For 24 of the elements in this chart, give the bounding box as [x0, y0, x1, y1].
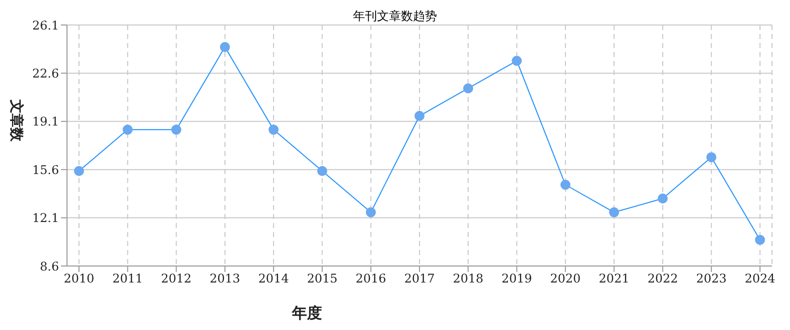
- x-tick-label: 2021: [598, 272, 630, 286]
- x-tick-label: 2019: [502, 272, 532, 286]
- y-tick-label: 19.1: [32, 114, 59, 129]
- x-tick-label: 2010: [64, 272, 94, 286]
- x-tick-label: 2017: [404, 272, 435, 286]
- x-tick-label: 2013: [210, 272, 240, 286]
- x-axis-title: 年度: [291, 304, 322, 322]
- x-tick-label: 2011: [112, 272, 143, 286]
- y-tick-label: 26.1: [32, 18, 59, 32]
- y-tick-label: 12.1: [32, 211, 59, 226]
- x-tick-label: 2012: [161, 272, 192, 286]
- x-tick-label: 2024: [744, 272, 776, 286]
- x-tick-label: 2022: [647, 272, 678, 286]
- x-tick-label: 2018: [452, 272, 484, 286]
- x-tick-label: 2023: [696, 272, 727, 286]
- y-tick-label: 15.6: [32, 162, 59, 177]
- x-tick-label: 2020: [550, 272, 581, 286]
- y-axis-title: 文章数: [8, 98, 25, 142]
- y-tick-label: 8.6: [40, 259, 59, 274]
- x-tick-label: 2015: [306, 272, 338, 286]
- y-tick-label: 22.6: [32, 66, 59, 80]
- x-tick-label: 2014: [258, 272, 290, 286]
- x-tick-label: 2016: [356, 272, 386, 286]
- chart-title: 年刊文章数趋势: [353, 9, 437, 23]
